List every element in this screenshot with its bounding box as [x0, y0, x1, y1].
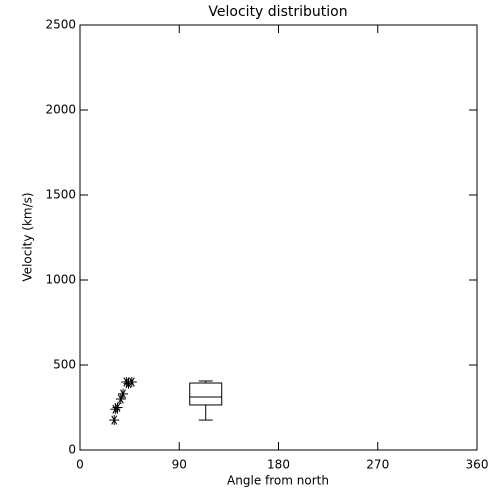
plot-frame	[79, 24, 478, 451]
x-tick-label: 90	[172, 458, 187, 472]
y-tick-label: 500	[53, 358, 76, 372]
point	[118, 388, 129, 399]
x-tick-label: 180	[267, 458, 290, 472]
chart-title: Velocity distribution	[208, 4, 347, 20]
box	[189, 382, 223, 406]
x-tick-label: 270	[366, 458, 389, 472]
y-tick-label: 1000	[45, 273, 76, 287]
x-axis-label: Angle from north	[227, 474, 329, 488]
point	[112, 402, 123, 413]
x-tick-label: 0	[76, 458, 84, 472]
y-tick-label: 0	[68, 443, 76, 457]
y-axis-label: Velocity (km/s)	[21, 192, 35, 281]
y-tick-label: 2000	[45, 103, 76, 117]
point	[126, 377, 137, 387]
y-tick-label: 2500	[45, 18, 76, 32]
point	[109, 415, 120, 426]
point	[115, 394, 126, 404]
x-tick-label: 360	[466, 458, 489, 472]
y-tick-label: 1500	[45, 188, 76, 202]
